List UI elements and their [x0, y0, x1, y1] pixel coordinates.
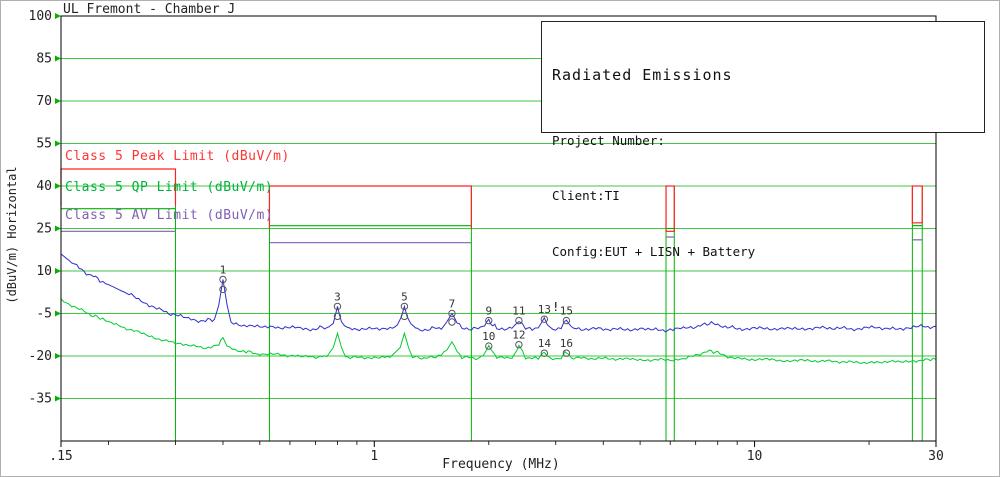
peak-marker-label: 16 — [560, 337, 573, 350]
x-tick-label: 10 — [747, 449, 763, 464]
y-axis-title: (dBuV/m) Horizontal — [5, 166, 19, 304]
info-project-number: Project Number: — [552, 133, 665, 148]
peak-marker-circle — [400, 302, 409, 311]
peak-marker-circle — [562, 316, 571, 325]
peak-marker-circle — [540, 315, 549, 323]
info-extra: ! — [552, 298, 560, 314]
peak-marker-label: 11 — [512, 305, 525, 318]
y-tick-arrow — [55, 353, 61, 359]
trace-average — [60, 298, 937, 365]
peak-marker-circle — [515, 340, 523, 349]
chart-title: UL Fremont - Chamber J — [63, 2, 236, 17]
axis-layer: 100 85 70 55 40 25 10 -5 -20 -35 .15 1 10 30 — [29, 9, 944, 464]
peak-marker-circle — [448, 309, 456, 318]
peak-marker-circle — [333, 312, 342, 321]
peak-marker-circle — [515, 316, 523, 325]
limit-segment — [665, 185, 675, 232]
peak-marker-circle — [219, 275, 227, 284]
peak-marker-label: 3 — [334, 290, 341, 303]
y-tick-arrow — [55, 225, 61, 232]
peak-marker-label: 7 — [449, 298, 456, 311]
peak-marker-label: 14 — [538, 337, 552, 350]
test-info-box: Radiated Emissions Project Number: Clien… — [541, 21, 985, 314]
peak-marker-circle — [485, 342, 493, 350]
y-tick-label: -5 — [36, 307, 52, 322]
peak-marker-circle — [448, 318, 456, 326]
peak-marker-label: 9 — [485, 305, 492, 318]
peak-marker-circle — [219, 285, 227, 294]
y-tick-label: 70 — [36, 94, 52, 109]
y-tick-arrow — [55, 395, 61, 402]
y-tick-label: -35 — [29, 392, 52, 407]
info-config: Config:EUT + LISN + Battery — [552, 243, 756, 259]
y-tick-label: 10 — [36, 264, 52, 279]
limit-segment — [911, 185, 923, 224]
limit-segment — [268, 185, 472, 229]
y-tick-arrow — [55, 268, 61, 274]
y-tick-label: -20 — [29, 349, 52, 364]
peak-marker-label: 15 — [560, 305, 573, 318]
trace-peak — [60, 253, 937, 333]
peak-marker-label: 1 — [220, 264, 227, 277]
y-tick-label: 85 — [36, 52, 52, 67]
peak-marker-circle — [400, 312, 409, 321]
av-limit-label: Class 5 AV Limit (dBuV/m) — [65, 208, 274, 223]
info-client: Client:TI — [552, 188, 620, 204]
peak-marker-circle — [540, 349, 549, 357]
y-tick-label: 25 — [36, 222, 52, 237]
peak-marker-circle — [562, 349, 571, 357]
y-tick-arrow — [55, 183, 61, 189]
y-tick-arrow — [55, 310, 61, 317]
peak-marker-label: 5 — [401, 290, 408, 303]
y-tick-label: 55 — [36, 137, 52, 152]
peak-limit-label: Class 5 Peak Limit (dBuV/m) — [65, 149, 290, 164]
y-tick-arrow — [55, 140, 61, 147]
peak-marker-label: 12 — [512, 329, 525, 342]
limit-lines — [60, 168, 923, 244]
peak-marker-circle — [485, 316, 493, 325]
peak-marker-circle — [333, 302, 342, 311]
x-tick-label: 30 — [928, 449, 944, 464]
y-tick-label: 40 — [36, 179, 52, 194]
y-tick-label: 100 — [29, 9, 52, 24]
y-tick-arrow — [55, 55, 61, 62]
x-axis-title: Frequency (MHz) — [442, 457, 560, 472]
qp-limit-label: Class 5 QP Limit (dBuV/m) — [65, 180, 274, 195]
info-box-title: Radiated Emissions — [552, 66, 733, 84]
y-tick-arrow — [55, 13, 61, 19]
peak-marker-label: 10 — [482, 330, 495, 343]
peak-marker-label: 13 — [538, 303, 551, 316]
y-tick-arrow — [55, 98, 61, 104]
x-tick-label: 1 — [370, 449, 378, 464]
x-tick-label: .15 — [49, 449, 72, 464]
